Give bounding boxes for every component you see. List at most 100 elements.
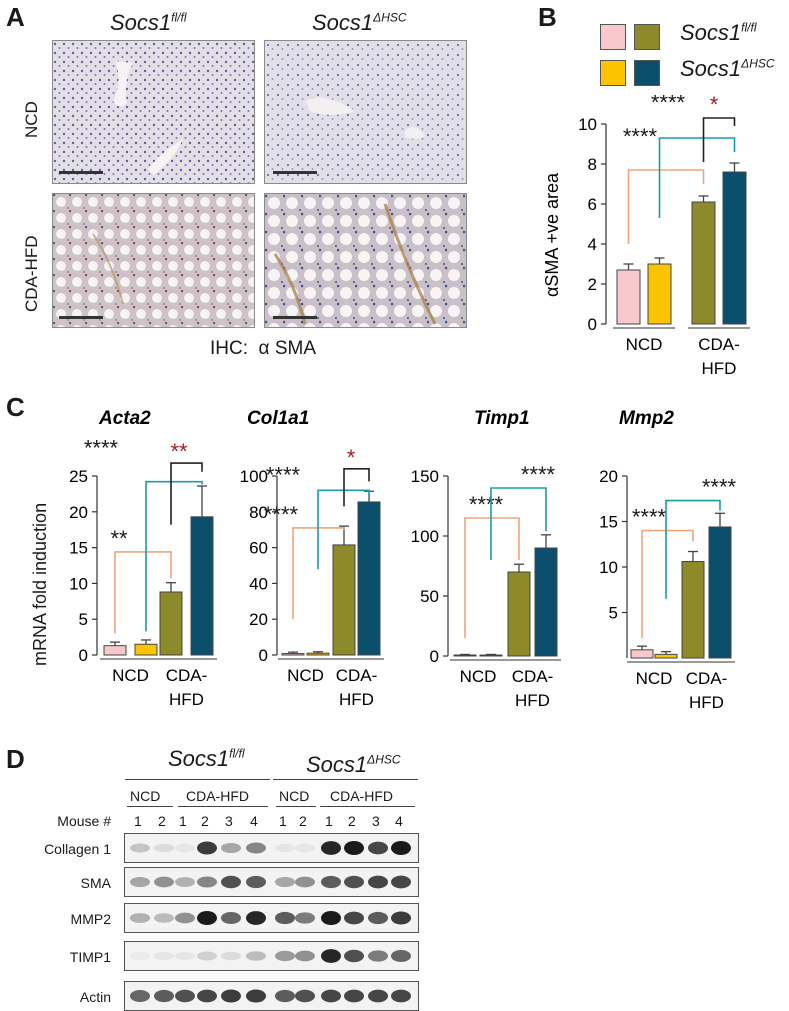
cb-bracket-1 xyxy=(658,137,736,218)
cb-bar-2 xyxy=(691,201,716,325)
legend-swatch-fl-cda xyxy=(634,24,660,50)
band-3-10 xyxy=(368,950,388,962)
c1-group2-label-a: CDA- xyxy=(166,666,208,685)
band-3-4 xyxy=(221,951,241,961)
panel-d-letter: D xyxy=(6,744,25,774)
band-3-11 xyxy=(391,950,411,962)
lane-number-3: 2 xyxy=(201,813,209,829)
chart-mmp2: Mmp2 5 10 15 20 NCD CDA- HFD **** **** xyxy=(599,408,736,712)
lane-number-0: 1 xyxy=(134,813,142,829)
c3-ytick-label-1: 50 xyxy=(420,587,439,606)
c2-ytick-label-0: 0 xyxy=(259,646,268,665)
cb-ytick-label-0: 0 xyxy=(588,315,597,334)
band-2-9 xyxy=(344,911,364,925)
c4-group2-label-b: HFD xyxy=(689,693,724,712)
c2-ytick-label-1: 20 xyxy=(249,610,268,629)
c3-bracket-0 xyxy=(464,517,520,638)
c4-ytick-label-0: 5 xyxy=(609,604,618,623)
c3-group2-label-a: CDA- xyxy=(512,667,554,686)
band-1-5 xyxy=(246,875,266,889)
band-4-11 xyxy=(391,989,411,1003)
legend-swatch-hsc-ncd xyxy=(600,60,626,86)
c4-bracket-0 xyxy=(641,529,694,638)
band-2-4 xyxy=(221,912,241,924)
blot-strip-1 xyxy=(124,867,419,897)
panel-d-cda2-line xyxy=(320,806,415,807)
band-1-4 xyxy=(221,875,241,889)
band-3-7 xyxy=(295,950,315,962)
panel-b-letter: B xyxy=(538,2,557,32)
c2-group2-label-a: CDA- xyxy=(336,666,378,685)
blot-svg-2 xyxy=(130,911,411,925)
band-4-8 xyxy=(321,989,341,1003)
blot-strip-2 xyxy=(124,903,419,933)
lane-number-7: 2 xyxy=(299,813,307,829)
cb-ytick-label-5: 10 xyxy=(578,115,597,134)
cb-ytick-label-1: 2 xyxy=(588,275,597,294)
lane-number-6: 1 xyxy=(279,813,287,829)
c2-ytick-label-4: 80 xyxy=(249,503,268,522)
c1-bar-3 xyxy=(190,516,214,656)
blot-label-0: Collagen 1 xyxy=(44,841,111,857)
panel-d-geno2-line xyxy=(273,779,418,780)
band-1-9 xyxy=(344,875,364,889)
band-0-2 xyxy=(175,843,195,853)
legend-swatch-hsc-cda xyxy=(634,60,660,86)
panel-d-cda1-line xyxy=(178,806,268,807)
c3-bar-3 xyxy=(534,547,558,657)
c2-sig-0: **** xyxy=(264,502,299,527)
band-0-1 xyxy=(154,843,174,853)
c1-sig-0: ** xyxy=(110,526,128,551)
band-4-4 xyxy=(221,989,241,1003)
band-3-3 xyxy=(197,951,217,961)
c1-ytick-label-0: 0 xyxy=(79,646,88,665)
band-4-0 xyxy=(130,990,150,1002)
c1-title: Acta2 xyxy=(98,408,151,429)
band-0-11 xyxy=(391,841,411,855)
band-3-9 xyxy=(344,949,364,963)
cb-ytick-label-3: 6 xyxy=(588,195,597,214)
lane-number-10: 3 xyxy=(372,813,380,829)
c2-sig-2: * xyxy=(347,445,356,470)
cb-group1-label: NCD xyxy=(626,335,663,354)
panel-a-row2-label: CDA-HFD xyxy=(22,235,41,313)
band-1-7 xyxy=(295,876,315,888)
c3-bar-2 xyxy=(507,571,531,657)
c4-bracket-1 xyxy=(665,499,721,599)
ihc-image-hsc-ncd xyxy=(264,40,467,184)
panel-d-cda2: CDA-HFD xyxy=(330,788,393,804)
panel-d-ncd1-line xyxy=(127,806,173,807)
c4-ytick-label-3: 20 xyxy=(599,467,618,486)
panel-c-ylabel: mRNA fold induction xyxy=(30,502,50,666)
c3-bracket-1 xyxy=(490,487,547,560)
blot-svg-0 xyxy=(130,841,411,855)
band-2-7 xyxy=(295,912,315,924)
band-1-6 xyxy=(275,876,295,888)
c3-group2-label-b: HFD xyxy=(515,691,550,710)
band-3-8 xyxy=(321,949,341,963)
cb-ytick-label-2: 4 xyxy=(588,235,597,254)
lane-number-11: 4 xyxy=(395,813,403,829)
cb-bracket-2 xyxy=(702,117,736,162)
c4-bar-1 xyxy=(654,653,678,659)
c1-group1-label: NCD xyxy=(112,666,149,685)
ihc-image-hsc-cda xyxy=(264,193,467,328)
ihc-image-fl-cda xyxy=(52,193,255,328)
c3-bar-0 xyxy=(453,654,477,657)
c2-bar-0 xyxy=(281,653,305,656)
lane-number-2: 1 xyxy=(179,813,187,829)
blot-strip-4 xyxy=(124,981,419,1011)
c2-ytick-label-2: 40 xyxy=(249,574,268,593)
c1-bar-1 xyxy=(134,643,158,656)
band-2-3 xyxy=(197,911,217,925)
band-2-0 xyxy=(130,913,150,923)
c4-bar-3 xyxy=(708,526,732,659)
band-4-6 xyxy=(275,989,295,1003)
c4-ytick-label-2: 15 xyxy=(599,513,618,532)
cb-ytick-label-4: 8 xyxy=(588,155,597,174)
c3-ytick-label-2: 100 xyxy=(411,527,439,546)
c4-group1-label: NCD xyxy=(636,669,673,688)
c3-ytick-label-3: 150 xyxy=(411,467,439,486)
